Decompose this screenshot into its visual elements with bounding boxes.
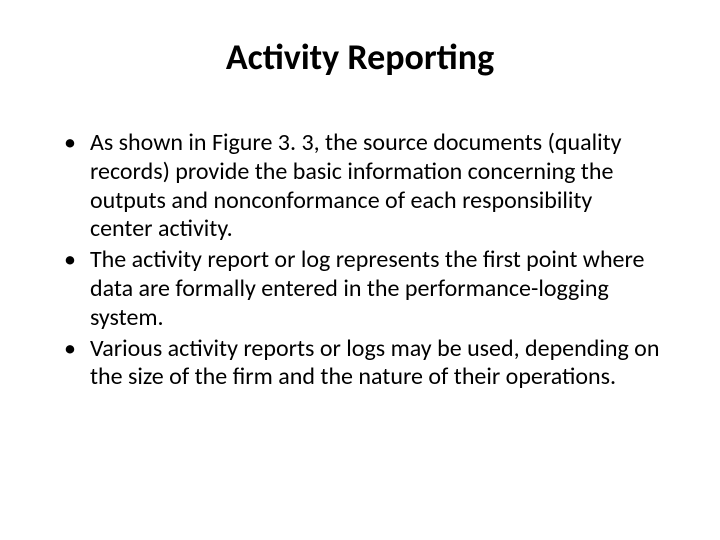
bullet-text: The activity report or log represents th… <box>90 246 660 332</box>
slide-title: Activity Reporting <box>60 35 660 79</box>
bullet-text: As shown in Figure 3. 3, the source docu… <box>90 129 660 244</box>
bullet-icon: • <box>64 129 76 158</box>
bullet-list: • As shown in Figure 3. 3, the source do… <box>60 129 660 392</box>
list-item: • The activity report or log represents … <box>60 246 660 332</box>
bullet-icon: • <box>64 335 76 364</box>
list-item: • As shown in Figure 3. 3, the source do… <box>60 129 660 244</box>
bullet-icon: • <box>64 246 76 275</box>
bullet-text: Various activity reports or logs may be … <box>90 335 660 393</box>
list-item: • Various activity reports or logs may b… <box>60 335 660 393</box>
